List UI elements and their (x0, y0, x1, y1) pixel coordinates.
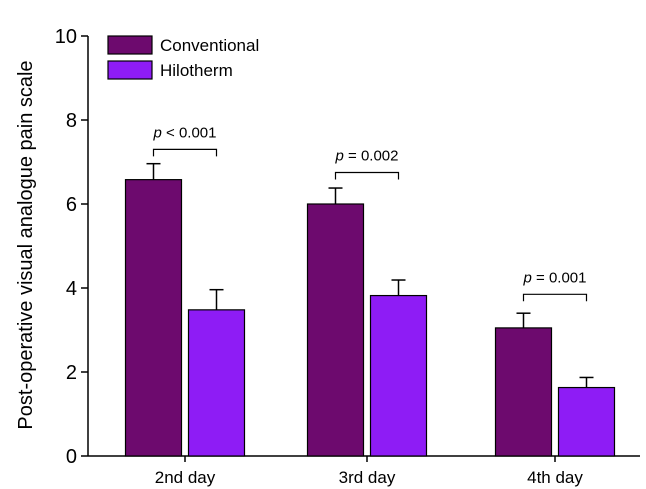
x-tick-label: 4th day (527, 468, 583, 487)
y-axis-title: Post-operative visual analogue pain scal… (15, 60, 37, 429)
y-tick-label: 0 (66, 446, 77, 468)
x-tick-label: 2nd day (155, 468, 216, 487)
legend-label: Hilotherm (160, 61, 233, 80)
p-symbol: p (335, 148, 344, 165)
bar (369, 294, 428, 457)
significance-bracket (334, 171, 400, 180)
legend: Conventional Hilotherm (107, 35, 259, 80)
p-value: = 0.001 (532, 269, 587, 286)
x-tick-label: 3rd day (339, 468, 396, 487)
bar (557, 386, 616, 457)
legend-label: Conventional (160, 36, 259, 55)
p-symbol: p (153, 124, 162, 141)
bar (187, 309, 246, 457)
p-value-label: p < 0.001 (153, 124, 217, 141)
y-tick-label: 10 (55, 26, 77, 48)
bars (124, 179, 616, 457)
y-tick-label: 6 (66, 194, 77, 216)
significance-bracket (522, 293, 588, 302)
significance-bracket (152, 148, 218, 157)
legend-swatch (107, 35, 153, 55)
p-value-label: p = 0.001 (523, 269, 587, 286)
bar (306, 203, 365, 457)
y-tick-label: 8 (66, 110, 77, 132)
p-value: < 0.001 (162, 124, 217, 141)
p-value-label: p = 0.002 (335, 148, 399, 165)
p-value: = 0.002 (344, 148, 399, 165)
p-symbol: p (523, 269, 532, 286)
axes: 0 2 4 6 8 10 2nd day 3rd day 4th day (55, 26, 640, 487)
y-tick-label: 4 (66, 278, 77, 300)
bar (124, 179, 183, 457)
y-tick-label: 2 (66, 362, 77, 384)
legend-swatch (107, 60, 153, 80)
bar (494, 327, 553, 457)
error-bars (146, 162, 594, 388)
